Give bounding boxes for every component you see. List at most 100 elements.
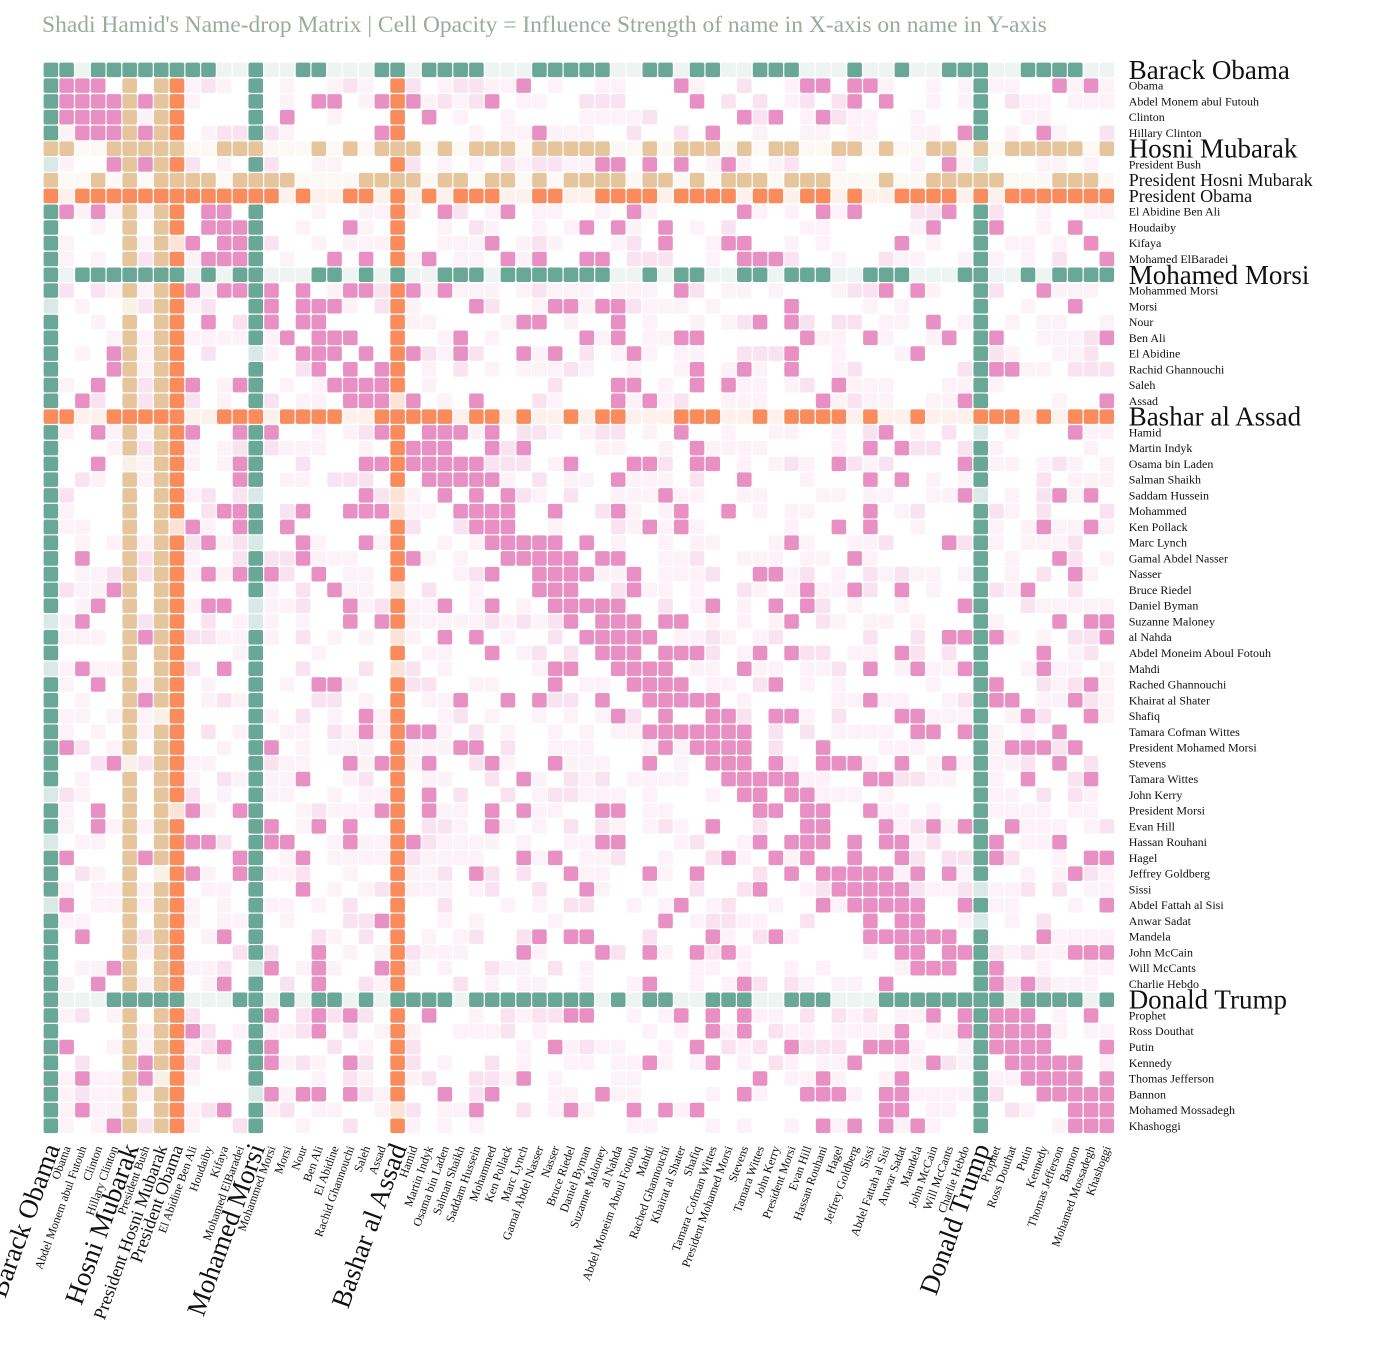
cell-hillary-clinton-x-saddam-hussein bbox=[469, 125, 484, 141]
cell-abdel-monem-abul-futouh-x-charlie-hebdo bbox=[957, 94, 973, 109]
cell-abdel-monem-abul-futouh-x-hillary-clinton bbox=[106, 94, 122, 109]
cell-president-mohamed-morsi-x-mahdi bbox=[642, 740, 658, 755]
cell-president-obama-x-al-nahda bbox=[610, 188, 626, 204]
cell-assad-x-abdel-moneim-aboul-fotouh bbox=[626, 393, 642, 409]
cell-bashar-al-assad-x-clinton bbox=[90, 409, 106, 424]
cell-stevens-x-saleh bbox=[358, 756, 374, 771]
cell-hillary-clinton-x-ken-pollack bbox=[500, 125, 516, 141]
cell-president-obama-x-daniel-byman bbox=[579, 188, 594, 204]
cell-hamid-x-martin-indyk bbox=[421, 425, 437, 440]
cell-kennedy-x-mahdi bbox=[642, 1055, 658, 1071]
cell-morsi-x-khairat-al-shater bbox=[674, 299, 689, 314]
cell-stevens-x-sissi bbox=[863, 756, 878, 771]
cell-osama-bin-laden-x-saddam-hussein bbox=[469, 456, 484, 472]
cell-el-abidine-ben-ali-x-clinton bbox=[90, 204, 106, 219]
cell-hosni-mubarak-x-obama bbox=[59, 141, 74, 156]
cell-anwar-sadat-x-charlie-hebdo bbox=[957, 913, 973, 929]
cell-prophet-x-mohamed-morsi bbox=[248, 1008, 264, 1023]
cell-hamid-x-assad bbox=[374, 425, 390, 440]
cell-barack-obama-x-evan-hill bbox=[800, 62, 815, 78]
cell-kennedy-x-kennedy bbox=[1036, 1055, 1052, 1071]
cell-president-hosni-mubarak-x-thomas-jefferson bbox=[1052, 172, 1067, 188]
cell-hillary-clinton-x-bashar-al-assad bbox=[390, 125, 405, 141]
cell-rachid-ghannouchi-x-bashar-al-assad bbox=[390, 362, 405, 377]
cell-salman-shaikh-x-osama-bin-laden bbox=[437, 472, 453, 487]
cell-khashoggi-x-abdel-fattah-al-sisi bbox=[878, 1118, 894, 1134]
cell-osama-bin-laden-x-president-bush bbox=[138, 456, 153, 472]
cell-hassan-rouhani-x-stevens bbox=[737, 834, 752, 850]
cell-saleh-x-president-morsi bbox=[784, 377, 799, 393]
cell-mohamed-morsi-x-shafiq bbox=[689, 267, 705, 283]
cell-bannon-x-kennedy bbox=[1036, 1087, 1052, 1102]
cell-tamara-cofman-wittes-x-rachid-ghannouchi bbox=[343, 724, 358, 740]
cell-hillary-clinton-x-barack-obama bbox=[43, 125, 59, 141]
cell-president-hosni-mubarak-x-el-abidine-ben-ali bbox=[185, 172, 200, 188]
cell-abdel-monem-abul-futouh-x-hagel bbox=[831, 94, 847, 109]
cell-bannon-x-rachid-ghannouchi bbox=[343, 1087, 358, 1102]
cell-tamara-cofman-wittes-x-abdel-fattah-al-sisi bbox=[878, 724, 894, 740]
cell-shafiq-x-evan-hill bbox=[800, 708, 815, 724]
cell-putin-x-barack-obama bbox=[43, 1039, 59, 1055]
cell-sissi-x-assad bbox=[374, 882, 390, 897]
cell-al-nahda-x-donald-trump bbox=[973, 629, 988, 645]
cell-khairat-al-shater-x-nasser bbox=[547, 693, 563, 708]
cell-hagel-x-donald-trump bbox=[973, 850, 988, 866]
row-label-evan-hill: Evan Hill bbox=[1129, 819, 1176, 833]
cell-shafiq-x-hosni-mubarak bbox=[122, 708, 137, 724]
cell-tamara-cofman-wittes-x-abdel-moneim-aboul-fotouh bbox=[626, 724, 642, 740]
cell-shafiq-x-saleh bbox=[358, 708, 374, 724]
cell-houdaiby-x-gamal-abdel-nasser bbox=[532, 220, 547, 235]
cell-el-abidine-x-martin-indyk bbox=[421, 346, 437, 361]
cell-evan-hill-x-mohamed-morsi bbox=[248, 819, 264, 834]
cell-assad-x-rached-ghannouchi bbox=[658, 393, 673, 409]
cell-kennedy-x-hosni-mubarak bbox=[122, 1055, 137, 1071]
cell-president-mohamed-morsi-x-donald-trump bbox=[973, 740, 988, 755]
cell-president-hosni-mubarak-x-mohamed-elbaradei bbox=[232, 172, 248, 188]
cell-charlie-hebdo-x-hosni-mubarak bbox=[122, 976, 137, 992]
cell-morsi-x-sissi bbox=[863, 299, 878, 314]
cell-abdel-fattah-al-sisi-x-bannon bbox=[1068, 897, 1083, 913]
cell-president-morsi-x-ross-douthat bbox=[1004, 803, 1020, 818]
cell-barack-obama-x-mahdi bbox=[642, 62, 658, 78]
cell-mahdi-x-osama-bin-laden bbox=[437, 661, 453, 677]
cell-tamara-wittes-x-anwar-sadat bbox=[894, 771, 910, 787]
cell-assad-x-charlie-hebdo bbox=[957, 393, 973, 409]
cell-osama-bin-laden-x-ken-pollack bbox=[500, 456, 516, 472]
cell-donald-trump-x-marc-lynch bbox=[516, 992, 531, 1007]
cell-mohamed-elbaradei-x-president-obama bbox=[169, 251, 185, 267]
cell-nour-x-bruce-riedel bbox=[563, 314, 579, 330]
cell-mohamed-mossadegh-x-barack-obama bbox=[43, 1102, 59, 1118]
cell-hassan-rouhani-x-bashar-al-assad bbox=[390, 834, 405, 850]
cell-barack-obama-x-morsi bbox=[280, 62, 295, 78]
cell-suzanne-maloney-x-hagel bbox=[831, 614, 847, 629]
cell-bannon-x-president-obama bbox=[169, 1087, 185, 1102]
cell-tamara-wittes-x-putin bbox=[1020, 771, 1036, 787]
cell-suzanne-maloney-x-saddam-hussein bbox=[469, 614, 484, 629]
cell-hagel-x-mohamed-morsi bbox=[248, 850, 264, 866]
cell-bashar-al-assad-x-el-abidine bbox=[327, 409, 342, 424]
cell-salman-shaikh-x-president-bush bbox=[138, 472, 153, 487]
cell-marc-lynch-x-hosni-mubarak bbox=[122, 535, 137, 550]
cell-kennedy-x-mohamed-morsi bbox=[248, 1055, 264, 1071]
cell-kifaya-x-bashar-al-assad bbox=[390, 235, 405, 251]
cell-houdaiby-x-kifaya bbox=[216, 220, 232, 235]
cell-stevens-x-mohammed bbox=[484, 756, 500, 771]
cell-khairat-al-shater-x-houdaiby bbox=[201, 693, 216, 708]
cell-bashar-al-assad-x-president-mohamed-morsi bbox=[721, 409, 736, 424]
cell-martin-indyk-x-hagel bbox=[831, 440, 847, 456]
cell-mohamed-mossadegh-x-mohamed-mossadegh bbox=[1083, 1102, 1099, 1118]
row-label-president-morsi: President Morsi bbox=[1129, 804, 1206, 818]
cell-john-kerry-x-morsi bbox=[280, 787, 295, 803]
cell-bannon-x-thomas-jefferson bbox=[1052, 1087, 1067, 1102]
cell-el-abidine-x-hagel bbox=[831, 346, 847, 361]
cell-putin-x-mohamed-morsi bbox=[248, 1039, 264, 1055]
cell-ross-douthat-x-president-bush bbox=[138, 1023, 153, 1039]
cell-martin-indyk-x-rached-ghannouchi bbox=[658, 440, 673, 456]
cell-sissi-x-prophet bbox=[989, 882, 1004, 897]
cell-will-mccants-x-assad bbox=[374, 960, 390, 976]
cell-gamal-abdel-nasser-x-mohammed-morsi bbox=[264, 551, 279, 566]
cell-rached-ghannouchi-x-thomas-jefferson bbox=[1052, 677, 1067, 692]
cell-rached-ghannouchi-x-houdaiby bbox=[201, 677, 216, 692]
cell-president-bush-x-saddam-hussein bbox=[469, 157, 484, 172]
cell-assad-x-khashoggi bbox=[1099, 393, 1115, 409]
